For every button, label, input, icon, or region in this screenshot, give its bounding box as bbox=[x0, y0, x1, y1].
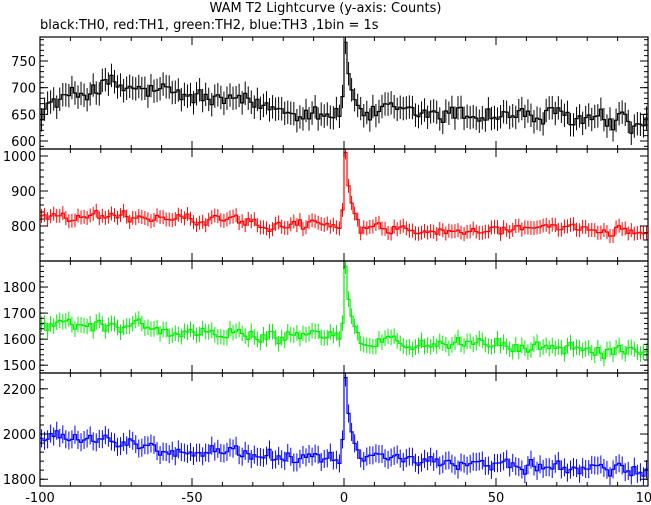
y-tick-label: 1800 bbox=[3, 473, 36, 488]
y-tick-label: 1000 bbox=[3, 150, 36, 165]
x-tick-label: 50 bbox=[488, 491, 505, 505]
step-curve bbox=[40, 151, 648, 237]
y-tick-label: 2200 bbox=[3, 383, 36, 398]
panel-th3: 1800 2000 2200 bbox=[3, 372, 649, 488]
step-curve bbox=[40, 265, 648, 360]
y-tick-label: 1500 bbox=[3, 359, 36, 374]
x-tick-label: -100 bbox=[25, 491, 55, 505]
y-tick-label: 600 bbox=[11, 135, 36, 150]
y-tick-label: 1700 bbox=[3, 307, 36, 322]
series-th3 bbox=[40, 373, 648, 486]
step-curve bbox=[40, 376, 648, 477]
y-tick-label: 900 bbox=[11, 185, 36, 200]
series-th0 bbox=[40, 37, 648, 146]
x-tick-label: 100 bbox=[636, 491, 651, 505]
y-tick-label: 750 bbox=[11, 55, 36, 70]
y-tick-label: 700 bbox=[11, 82, 36, 97]
y-tick-label: 800 bbox=[11, 220, 36, 235]
y-tick-label: 1600 bbox=[3, 333, 36, 348]
panel-th1: 800 900 1000 bbox=[3, 148, 649, 262]
y-tick-label: 2000 bbox=[3, 428, 36, 443]
panel-th0: 600 650 700 750 bbox=[11, 36, 649, 150]
y-tick-label: 650 bbox=[11, 108, 36, 123]
chart-subtitle: black:TH0, red:TH1, green:TH2, blue:TH3 … bbox=[40, 18, 379, 33]
series-th1 bbox=[40, 149, 648, 244]
chart-title: WAM T2 Lightcurve (y-axis: Counts) bbox=[209, 1, 442, 16]
x-tick-label: 0 bbox=[340, 491, 348, 505]
x-tick-label: -50 bbox=[181, 491, 202, 505]
y-tick-label: 1800 bbox=[3, 281, 36, 296]
step-curve bbox=[40, 41, 648, 134]
series-th2 bbox=[40, 261, 648, 367]
panel-th2: 1500 1600 1700 1800 bbox=[3, 260, 649, 374]
